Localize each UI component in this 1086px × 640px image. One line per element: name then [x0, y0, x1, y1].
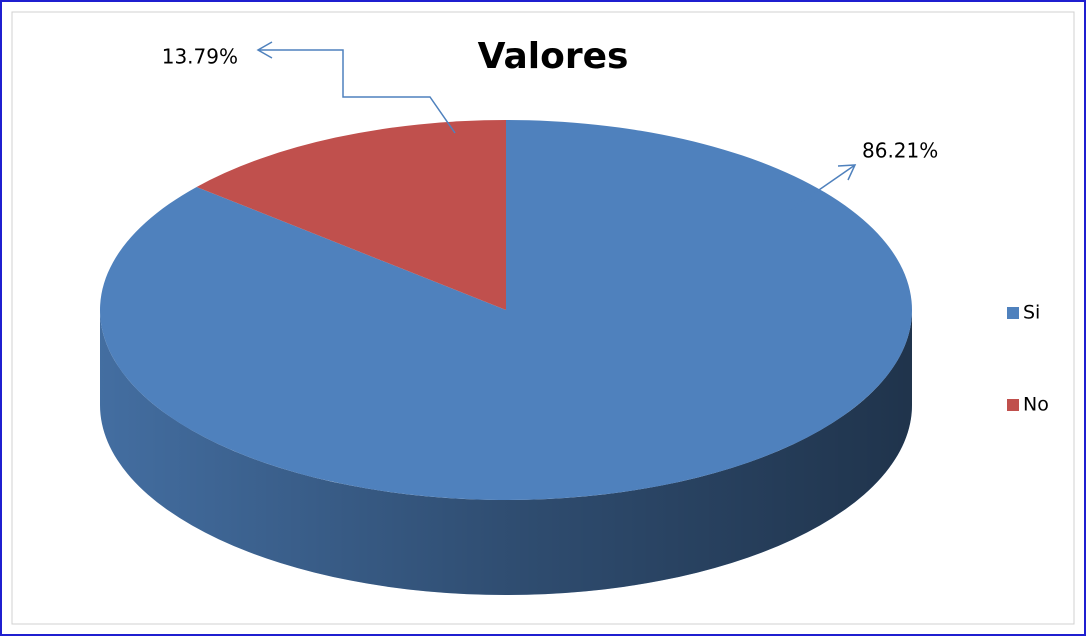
- legend-swatch: [1007, 399, 1019, 411]
- leader-line: [789, 164, 856, 211]
- chart-title: Valores: [478, 36, 629, 77]
- slice: [99, 120, 912, 501]
- leader-line: [258, 49, 456, 134]
- leader-lines: [256, 41, 857, 211]
- arrow-head: [256, 41, 273, 59]
- slice: [196, 120, 506, 310]
- data-label: 13.79%: [162, 45, 238, 69]
- side-shade: [100, 310, 912, 595]
- arrow-head: [837, 164, 857, 181]
- legend-swatch: [1007, 307, 1019, 319]
- data-label: 86.21%: [862, 139, 938, 163]
- legend-label: Si: [1023, 302, 1040, 324]
- legend-label: No: [1023, 394, 1049, 416]
- plot-border: [11, 11, 1075, 625]
